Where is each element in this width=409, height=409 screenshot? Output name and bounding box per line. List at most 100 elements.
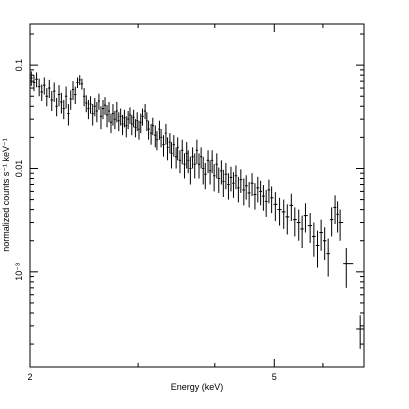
data-point [229, 166, 233, 192]
data-point [55, 98, 58, 117]
data-point [172, 135, 175, 157]
data-point [89, 96, 92, 114]
data-point [183, 153, 186, 179]
x-axis-title: Energy (keV) [171, 382, 224, 392]
data-point [160, 129, 163, 148]
data-point [312, 222, 316, 257]
data-point [222, 169, 225, 197]
data-point [239, 169, 243, 193]
data-point [242, 178, 246, 206]
data-point [181, 139, 184, 165]
data-point [193, 153, 196, 179]
data-point [206, 150, 210, 174]
data-point [285, 204, 290, 235]
x-tick-label: 5 [272, 372, 277, 382]
data-point [151, 117, 155, 136]
data-point [234, 165, 238, 190]
data-point [101, 99, 105, 120]
data-point [115, 101, 118, 123]
data-point [110, 113, 112, 134]
data-point [277, 197, 282, 226]
data-point [147, 120, 150, 140]
data-point [74, 86, 77, 105]
data-point [139, 113, 142, 134]
data-point [64, 86, 68, 109]
data-point [202, 156, 205, 185]
y-axis-title: normalized counts s⁻¹ keV⁻¹ [1, 138, 11, 252]
data-point [50, 91, 53, 111]
data-point [267, 179, 271, 204]
data-point [69, 90, 72, 110]
data-points [29, 71, 365, 349]
data-point [166, 137, 169, 161]
data-point [132, 109, 135, 128]
data-point [289, 193, 294, 222]
data-point [111, 104, 114, 126]
data-point [329, 207, 334, 237]
data-point [129, 107, 131, 124]
x-tick-label: 2 [27, 372, 32, 382]
data-point [296, 209, 301, 241]
data-point [164, 123, 167, 145]
data-point [97, 93, 100, 110]
data-point [178, 150, 182, 174]
data-point [273, 192, 278, 222]
data-point [336, 201, 339, 233]
data-point [154, 125, 157, 148]
data-point [187, 150, 190, 174]
data-point [78, 75, 81, 86]
y-tick-label: 10⁻³ [14, 263, 24, 281]
data-point [60, 92, 63, 114]
data-point [293, 207, 297, 237]
data-point [162, 135, 165, 157]
data-point [307, 213, 313, 244]
data-point [209, 160, 212, 185]
data-point [281, 199, 286, 229]
data-point [117, 112, 120, 132]
data-point [170, 142, 173, 169]
data-point [43, 77, 46, 95]
data-point [300, 215, 304, 249]
data-point [99, 106, 102, 130]
data-point [264, 189, 268, 217]
data-point [134, 119, 137, 138]
data-point [67, 104, 70, 126]
y-tick-label: 0.01 [14, 160, 24, 178]
axis-tick-labels: 2 5 0.1 0.01 10⁻³ [14, 59, 277, 382]
data-point [104, 97, 107, 115]
data-point [93, 98, 96, 117]
data-point [48, 79, 51, 99]
data-point [57, 85, 61, 107]
data-point [326, 238, 330, 277]
data-point [303, 203, 308, 233]
data-point [250, 173, 254, 197]
data-point [259, 180, 263, 206]
data-point [227, 173, 230, 200]
data-point [80, 78, 84, 90]
data-point [247, 181, 251, 208]
data-point [224, 162, 228, 190]
data-point [195, 139, 198, 165]
data-point [106, 105, 109, 128]
data-point [197, 153, 201, 179]
data-point [149, 123, 152, 145]
data-point [29, 71, 33, 86]
data-point [145, 112, 148, 132]
data-point [62, 99, 65, 120]
data-point [143, 104, 146, 120]
data-point [136, 112, 139, 132]
data-point [217, 167, 221, 193]
data-point [52, 82, 56, 102]
data-point [35, 72, 38, 88]
data-point [189, 156, 192, 185]
data-point [119, 108, 122, 126]
data-point [95, 101, 98, 123]
data-point [45, 88, 49, 107]
data-point [232, 172, 235, 198]
data-point [200, 147, 203, 169]
data-point [333, 195, 337, 225]
data-point [174, 147, 177, 169]
data-point [185, 142, 188, 169]
data-point [156, 131, 159, 151]
